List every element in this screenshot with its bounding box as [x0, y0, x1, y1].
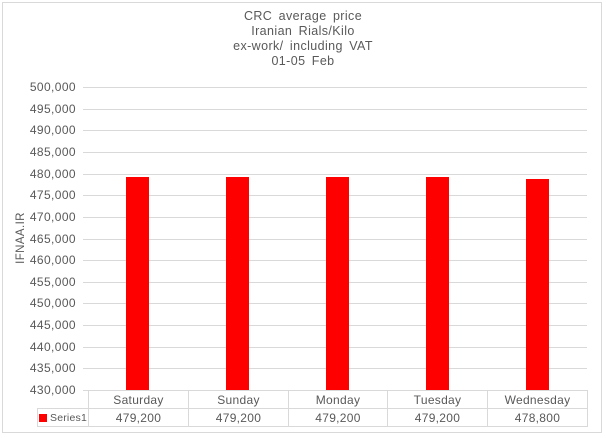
bar-monday	[326, 177, 349, 390]
y-tick-label: 485,000	[29, 145, 76, 159]
y-tick-label: 440,000	[29, 340, 76, 354]
y-tick-mark	[83, 217, 88, 218]
y-tick-mark	[83, 130, 88, 131]
y-tick-label: 465,000	[29, 232, 76, 246]
gridline	[88, 130, 587, 131]
y-tick-mark	[83, 239, 88, 240]
y-tick-label: 435,000	[29, 361, 76, 375]
chart-title-line-2: Iranian Rials/Kilo	[251, 24, 355, 38]
y-tick-label: 470,000	[29, 210, 76, 224]
y-tick-label: 480,000	[29, 167, 76, 181]
y-tick-mark	[83, 174, 88, 175]
table-value-cell: 478,800	[487, 408, 588, 427]
y-tick-mark	[83, 109, 88, 110]
table-value-cell: 479,200	[88, 408, 189, 427]
gridline	[88, 87, 587, 88]
bar-wednesday	[526, 179, 549, 390]
y-tick-mark	[83, 303, 88, 304]
y-tick-mark	[83, 368, 88, 369]
y-tick-label: 475,000	[29, 188, 76, 202]
table-header-cell: Wednesday	[487, 390, 588, 409]
legend: Series1	[37, 408, 89, 427]
gridline	[88, 174, 587, 175]
legend-series-label: Series1	[49, 411, 87, 424]
legend-color-swatch	[38, 413, 47, 422]
y-tick-mark	[83, 260, 88, 261]
y-tick-label: 500,000	[29, 80, 76, 94]
y-tick-mark	[83, 87, 88, 88]
y-tick-mark	[83, 325, 88, 326]
table-header-cell: Saturday	[88, 390, 189, 409]
y-tick-label: 430,000	[29, 383, 76, 397]
bar-tuesday	[426, 177, 449, 390]
chart-outer-border	[2, 2, 602, 433]
y-tick-label: 490,000	[29, 123, 76, 137]
table-header-cell: Tuesday	[387, 390, 488, 409]
table-header-cell: Monday	[288, 390, 388, 409]
table-value-cell: 479,200	[387, 408, 488, 427]
table-header-cell: Sunday	[188, 390, 289, 409]
y-tick-mark	[83, 152, 88, 153]
y-tick-mark	[83, 390, 88, 391]
y-tick-mark	[83, 282, 88, 283]
y-tick-label: 450,000	[29, 296, 76, 310]
chart-title-line-4: 01-05 Feb	[271, 54, 335, 68]
y-tick-label: 495,000	[29, 102, 76, 116]
y-tick-label: 460,000	[29, 253, 76, 267]
gridline	[88, 109, 587, 110]
y-tick-mark	[83, 195, 88, 196]
table-value-cell: 479,200	[188, 408, 289, 427]
chart-title-line-1: CRC average price	[243, 9, 363, 23]
y-tick-label: 445,000	[29, 318, 76, 332]
bar-sunday	[226, 177, 249, 390]
gridline	[88, 152, 587, 153]
y-tick-mark	[83, 347, 88, 348]
y-tick-label: 455,000	[29, 275, 76, 289]
chart-title-line-3: ex-work/ including VAT	[233, 39, 373, 53]
table-value-cell: 479,200	[288, 408, 388, 427]
chart-title: CRC average price Iranian Rials/Kilo ex-…	[0, 9, 606, 69]
bar-saturday	[126, 177, 149, 390]
